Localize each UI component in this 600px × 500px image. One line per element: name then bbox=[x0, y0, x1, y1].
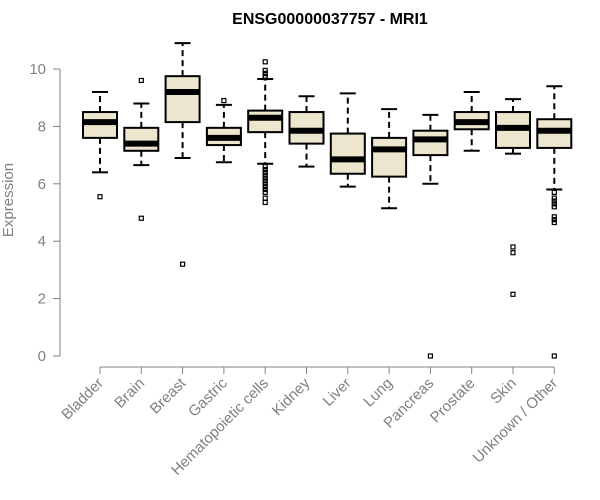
y-tick-label: 10 bbox=[29, 61, 46, 78]
outlier-point bbox=[510, 250, 516, 256]
box-prostate bbox=[453, 90, 490, 152]
outlier-point bbox=[551, 353, 557, 359]
box-iqr bbox=[123, 126, 160, 152]
outlier-point bbox=[551, 204, 557, 210]
outlier-point bbox=[551, 217, 557, 223]
box-pancreas bbox=[412, 113, 449, 359]
box-iqr bbox=[329, 132, 366, 175]
box-unknown-other bbox=[536, 85, 573, 359]
box-breast bbox=[164, 42, 201, 267]
outlier-point bbox=[97, 194, 103, 200]
outlier-point bbox=[180, 261, 186, 267]
outlier-point bbox=[510, 291, 516, 297]
box-iqr bbox=[371, 136, 408, 178]
outlier-point bbox=[262, 186, 268, 193]
x-tick-label: Brain bbox=[111, 375, 148, 412]
chart-title: ENSG00000037757 - MRI1 bbox=[232, 11, 428, 28]
outlier-point bbox=[262, 178, 268, 184]
box-kidney bbox=[288, 95, 325, 168]
outlier-point bbox=[427, 353, 433, 359]
outlier-point bbox=[262, 163, 268, 170]
outlier-point bbox=[551, 219, 557, 226]
outlier-point bbox=[262, 67, 268, 74]
outlier-point bbox=[510, 244, 516, 250]
box-iqr bbox=[247, 109, 284, 134]
outlier-point bbox=[262, 199, 268, 206]
box-liver bbox=[329, 92, 366, 188]
box-skin bbox=[495, 98, 531, 297]
y-axis-label: Expression bbox=[0, 163, 17, 237]
outlier-point bbox=[138, 77, 144, 84]
x-tick-label: Prostate bbox=[427, 375, 479, 427]
x-tick-label: Bladder bbox=[58, 375, 107, 424]
box-brain bbox=[123, 77, 160, 221]
outlier-point bbox=[551, 189, 557, 196]
outlier-point bbox=[262, 75, 268, 81]
outlier-point bbox=[551, 198, 557, 204]
box-iqr bbox=[412, 129, 449, 157]
y-tick-label: 8 bbox=[38, 118, 46, 135]
outlier-point bbox=[262, 175, 268, 181]
box-iqr bbox=[164, 75, 201, 124]
box-gastric bbox=[205, 97, 242, 164]
outlier-point bbox=[551, 195, 557, 201]
y-tick-label: 4 bbox=[38, 233, 46, 250]
x-tick-label: Lung bbox=[360, 375, 396, 411]
box-series bbox=[82, 42, 573, 359]
outlier-point bbox=[262, 166, 268, 173]
box-lung bbox=[371, 108, 408, 210]
outlier-point bbox=[551, 214, 557, 220]
outlier-point bbox=[221, 97, 227, 104]
outlier-point bbox=[262, 59, 268, 65]
outlier-point bbox=[138, 215, 144, 221]
x-tick-label: Skin bbox=[487, 375, 520, 408]
box-bladder bbox=[82, 90, 118, 200]
y-tick-label: 6 bbox=[38, 176, 46, 193]
outlier-point bbox=[551, 201, 557, 207]
y-tick-label: 2 bbox=[38, 291, 46, 308]
outlier-point bbox=[262, 169, 268, 175]
box-hematopoietic-cells bbox=[247, 59, 284, 206]
outlier-point bbox=[262, 172, 268, 178]
y-tick-label: 0 bbox=[38, 348, 46, 365]
y-axis: 0 2 4 6 8 10 bbox=[29, 61, 61, 365]
outlier-point bbox=[262, 181, 268, 187]
x-tick-label: Liver bbox=[320, 375, 355, 410]
x-tick-label: Kidney bbox=[269, 374, 314, 419]
x-tick-label: Breast bbox=[147, 374, 190, 417]
outlier-point bbox=[262, 189, 268, 196]
outlier-point bbox=[262, 195, 268, 201]
outlier-point bbox=[262, 184, 268, 190]
